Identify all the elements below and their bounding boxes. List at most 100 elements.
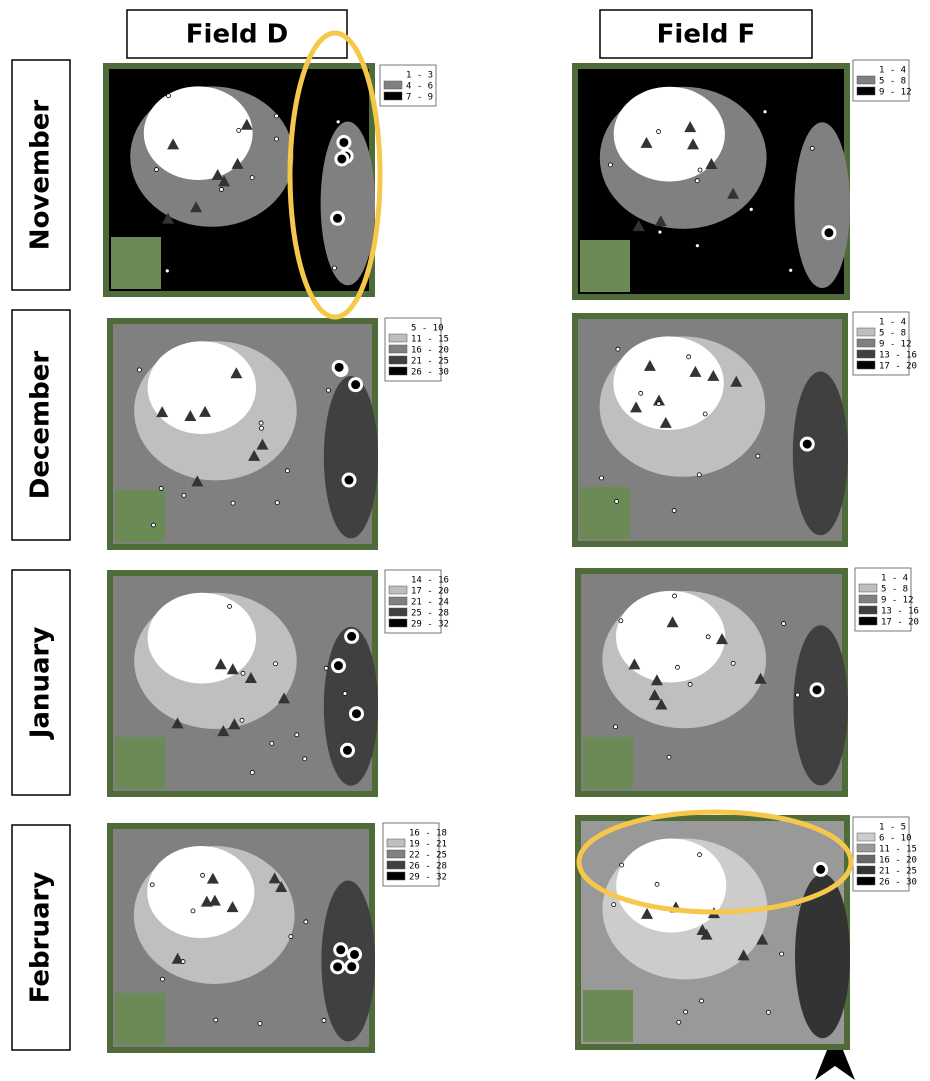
legend-label: 22 - 25 bbox=[409, 851, 447, 861]
site-dot bbox=[289, 935, 293, 939]
site-dot bbox=[673, 594, 677, 598]
site-dot bbox=[165, 269, 169, 273]
site-dot bbox=[258, 1022, 262, 1026]
site-dot bbox=[616, 347, 620, 351]
legend-label: 6 - 10 bbox=[879, 834, 912, 844]
site-dot bbox=[159, 486, 163, 490]
site-dot bbox=[333, 266, 337, 270]
legend-label: 26 - 28 bbox=[409, 862, 447, 872]
map-inset bbox=[583, 990, 633, 1042]
legend-label: 26 - 30 bbox=[879, 878, 917, 888]
legend-label: 16 - 18 bbox=[409, 829, 447, 839]
legend-label: 1 - 3 bbox=[406, 71, 433, 81]
map-zone bbox=[324, 376, 378, 538]
site-dot bbox=[695, 179, 699, 183]
legend-label: 1 - 4 bbox=[881, 574, 908, 584]
site-dot bbox=[608, 163, 612, 167]
legend-swatch bbox=[384, 81, 402, 89]
legend-swatch bbox=[857, 877, 875, 885]
site-ring bbox=[346, 961, 358, 973]
site-dot bbox=[619, 619, 623, 623]
legend-swatch bbox=[857, 339, 875, 347]
site-dot bbox=[684, 1010, 688, 1014]
legend-label: 26 - 30 bbox=[411, 368, 449, 378]
site-ring bbox=[811, 684, 823, 696]
site-dot bbox=[324, 666, 328, 670]
legend-label: 1 - 5 bbox=[879, 823, 906, 833]
site-dot bbox=[250, 176, 254, 180]
legend-swatch bbox=[389, 619, 407, 627]
legend-label: 17 - 20 bbox=[411, 587, 449, 597]
site-ring bbox=[349, 948, 361, 960]
site-dot bbox=[687, 355, 691, 359]
legend-swatch bbox=[857, 328, 875, 336]
legend-label: 5 - 8 bbox=[879, 329, 906, 339]
site-dot bbox=[657, 402, 661, 406]
site-dot bbox=[749, 207, 753, 211]
month-label: January bbox=[26, 627, 56, 741]
legend-label: 29 - 32 bbox=[409, 873, 447, 883]
site-dot bbox=[167, 94, 171, 98]
legend-label: 1 - 4 bbox=[879, 66, 906, 76]
site-ring bbox=[336, 153, 348, 165]
legend-label: 16 - 20 bbox=[411, 346, 449, 356]
site-dot bbox=[706, 635, 710, 639]
site-dot bbox=[655, 882, 659, 886]
site-dot bbox=[275, 501, 279, 505]
legend-label: 17 - 20 bbox=[879, 362, 917, 372]
site-dot bbox=[274, 114, 278, 118]
site-dot bbox=[796, 693, 800, 697]
site-dot bbox=[699, 999, 703, 1003]
site-dot bbox=[326, 388, 330, 392]
site-dot bbox=[343, 691, 347, 695]
site-ring bbox=[341, 744, 353, 756]
site-dot bbox=[657, 130, 661, 134]
map-zone bbox=[794, 122, 850, 288]
site-ring bbox=[332, 961, 344, 973]
legend-swatch bbox=[859, 573, 877, 581]
site-dot bbox=[698, 168, 702, 172]
site-dot bbox=[240, 718, 244, 722]
legend-swatch bbox=[384, 70, 402, 78]
site-dot bbox=[182, 493, 186, 497]
legend-label: 11 - 15 bbox=[411, 335, 449, 345]
legend-label: 17 - 20 bbox=[881, 618, 919, 628]
site-dot bbox=[259, 421, 263, 425]
site-dot bbox=[763, 110, 767, 114]
site-dot bbox=[697, 473, 701, 477]
column-title: Field F bbox=[657, 20, 756, 50]
site-ring bbox=[333, 361, 345, 373]
legend-swatch bbox=[387, 828, 405, 836]
legend-swatch bbox=[389, 345, 407, 353]
site-dot bbox=[780, 952, 784, 956]
legend-label: 13 - 16 bbox=[881, 607, 919, 617]
site-dot bbox=[219, 187, 223, 191]
site-dot bbox=[677, 1020, 681, 1024]
site-dot bbox=[304, 920, 308, 924]
legend-swatch bbox=[857, 350, 875, 358]
site-ring bbox=[346, 630, 358, 642]
site-dot bbox=[639, 391, 643, 395]
site-dot bbox=[782, 622, 786, 626]
site-dot bbox=[241, 671, 245, 675]
site-dot bbox=[599, 476, 603, 480]
map-inset bbox=[115, 993, 165, 1045]
legend-swatch bbox=[857, 65, 875, 73]
site-ring bbox=[350, 379, 362, 391]
legend-label: 9 - 12 bbox=[881, 596, 914, 606]
site-ring bbox=[332, 660, 344, 672]
legend-label: 16 - 20 bbox=[879, 856, 917, 866]
column-title: Field D bbox=[186, 20, 288, 50]
site-ring bbox=[815, 863, 827, 875]
map-zone bbox=[148, 593, 256, 684]
site-dot bbox=[154, 168, 158, 172]
legend-swatch bbox=[389, 586, 407, 594]
legend-swatch bbox=[389, 608, 407, 616]
map-inset bbox=[580, 240, 630, 292]
site-dot bbox=[270, 741, 274, 745]
site-dot bbox=[756, 454, 760, 458]
legend-label: 9 - 12 bbox=[879, 340, 912, 350]
month-label: February bbox=[26, 872, 56, 1004]
map-inset bbox=[115, 490, 165, 542]
legend-swatch bbox=[857, 844, 875, 852]
